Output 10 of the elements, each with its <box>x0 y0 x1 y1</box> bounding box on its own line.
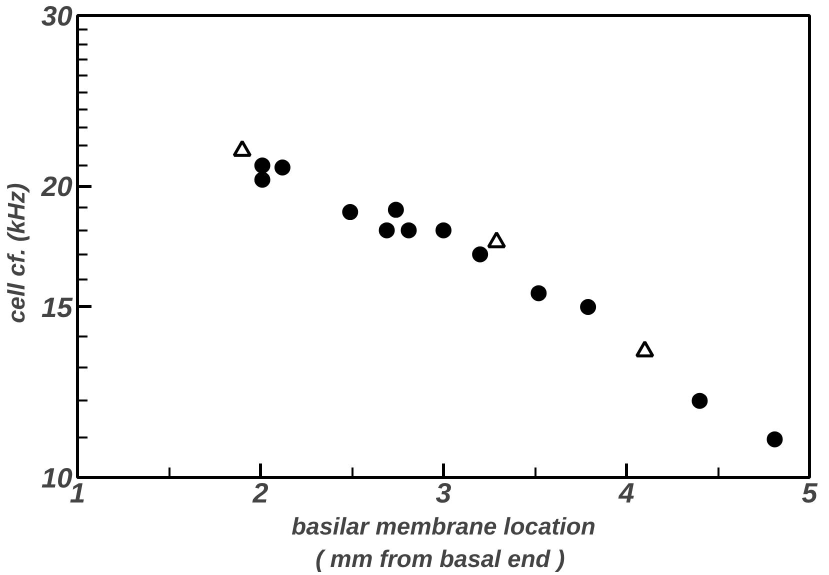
y-tick-label: 20 <box>40 171 73 202</box>
y-tick-label: 30 <box>41 0 73 32</box>
y-tick-label: 15 <box>41 292 73 323</box>
x-tick-label: 4 <box>618 478 635 508</box>
y-axis-title: cell cf. (kHz) <box>3 183 30 324</box>
x-tick-label: 2 <box>252 478 269 508</box>
x-axis-title: basilar membrane location ( mm from basal end ) <box>291 514 596 573</box>
x-tick-label: 3 <box>436 478 452 508</box>
y-tick-label: 10 <box>41 462 73 494</box>
x-tick-label: 5 <box>802 478 818 508</box>
